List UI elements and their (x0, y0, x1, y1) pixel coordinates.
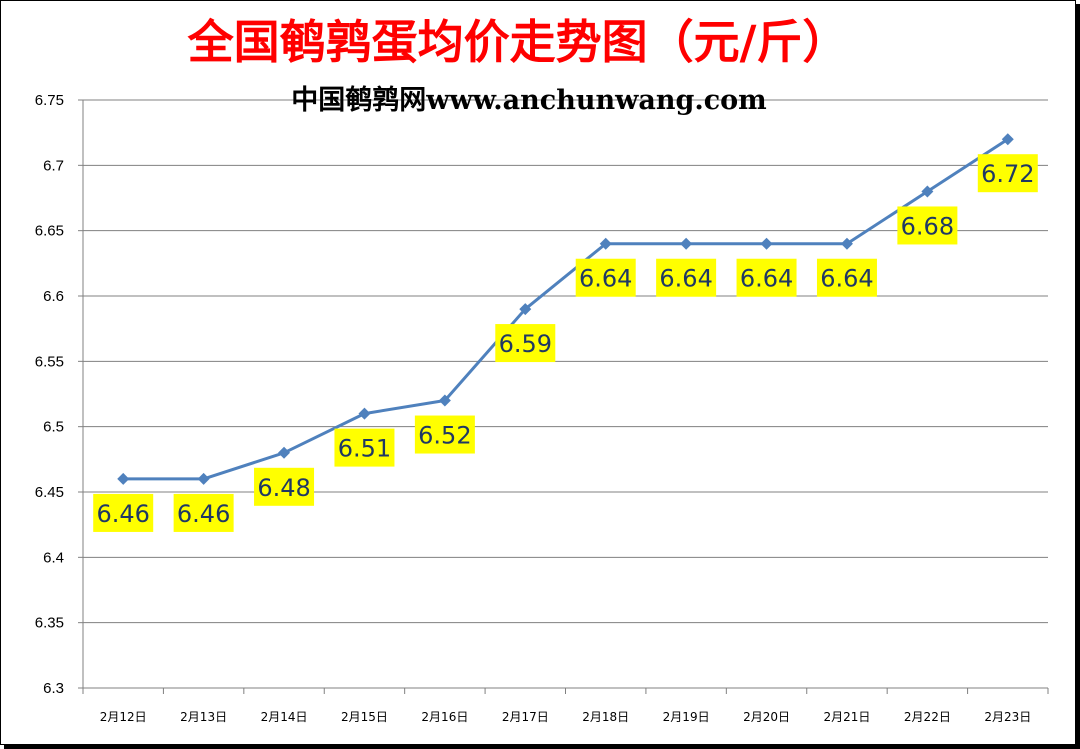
data-label-box (656, 258, 717, 297)
x-tick-label: 2月13日 (180, 710, 227, 724)
data-point-marker (599, 237, 612, 250)
gridlines (83, 99, 1048, 624)
y-tick-label: 6.35 (35, 615, 64, 632)
x-tick-label: 2月22日 (904, 710, 951, 724)
data-label-box (254, 467, 315, 506)
x-tick-label: 2月20日 (743, 710, 790, 724)
data-label: 6.72 (981, 160, 1034, 188)
data-point-marker (840, 237, 853, 250)
x-tick-label: 2月23日 (984, 710, 1031, 724)
series-polyline (123, 137, 1009, 481)
y-tick-label: 6.5 (43, 419, 64, 436)
data-label-box (495, 324, 556, 363)
data-label: 6.64 (740, 265, 793, 293)
data-label: 6.51 (338, 435, 391, 463)
data-label-box (575, 258, 636, 297)
y-tick-labels: 6.3 6.35 6.4 6.45 6.5 6.55 6.6 6.65 6.7 6.75 (35, 92, 64, 697)
data-point-marker (117, 472, 130, 485)
data-label: 6.52 (418, 422, 471, 450)
x-tick-label: 2月14日 (261, 710, 308, 724)
data-label: 6.48 (257, 474, 310, 502)
y-tick-label: 6.3 (43, 680, 64, 697)
data-point-marker (921, 185, 934, 198)
data-label: 6.46 (177, 500, 230, 528)
data-markers (117, 133, 1014, 485)
data-label-box (414, 415, 475, 454)
data-label: 6.59 (499, 330, 552, 358)
data-point-marker (519, 303, 532, 316)
x-tick-labels: 2月12日 2月13日 2月14日 2月15日 2月16日 2月17日 2月18日 2月19日… (100, 710, 1031, 724)
y-tick-label: 6.6 (43, 288, 64, 305)
data-point-marker (197, 472, 210, 485)
chart-subtitle: 中国鹌鹑网www.anchunwang.com (291, 85, 767, 116)
y-tick-label: 6.7 (43, 157, 64, 174)
x-tick-label: 2月12日 (100, 710, 147, 724)
x-tick-label: 2月17日 (502, 710, 549, 724)
x-tick-label: 2月15日 (341, 710, 388, 724)
data-labels: 6.46 6.46 6.48 6.51 6.52 6.59 6.64 6.64 6.64 6.64… (93, 154, 1038, 532)
data-label-box (173, 493, 234, 532)
data-point-marker (438, 394, 451, 407)
series-line (123, 137, 1009, 481)
data-label: 6.64 (820, 265, 873, 293)
data-label-box (816, 258, 877, 297)
data-label-box (977, 154, 1038, 193)
data-label: 6.64 (579, 265, 632, 293)
y-tick-label: 6.65 (35, 223, 64, 240)
y-tick-label: 6.55 (35, 353, 64, 370)
data-label: 6.46 (96, 500, 149, 528)
data-label: 6.64 (659, 265, 712, 293)
x-tick-label: 2月21日 (824, 710, 871, 724)
data-point-marker (760, 237, 773, 250)
y-tick-label: 6.45 (35, 484, 64, 501)
data-label: 6.68 (901, 212, 954, 240)
x-tick-label: 2月18日 (582, 710, 629, 724)
data-point-marker (680, 237, 693, 250)
data-point-marker (1001, 133, 1014, 146)
chart-title: 全国鹌鹑蛋均价走势图（元/斤） (187, 15, 849, 69)
y-tick-label: 6.75 (35, 92, 64, 109)
data-point-marker (278, 446, 291, 459)
y-tick-label: 6.4 (43, 549, 64, 566)
data-point-marker (358, 407, 371, 420)
data-label-box (93, 493, 154, 532)
axes (78, 99, 1049, 694)
x-tick-label: 2月19日 (663, 710, 710, 724)
data-label-box (736, 258, 797, 297)
data-label-box (897, 206, 958, 245)
x-tick-label: 2月16日 (421, 710, 468, 724)
data-label-box (334, 428, 395, 467)
